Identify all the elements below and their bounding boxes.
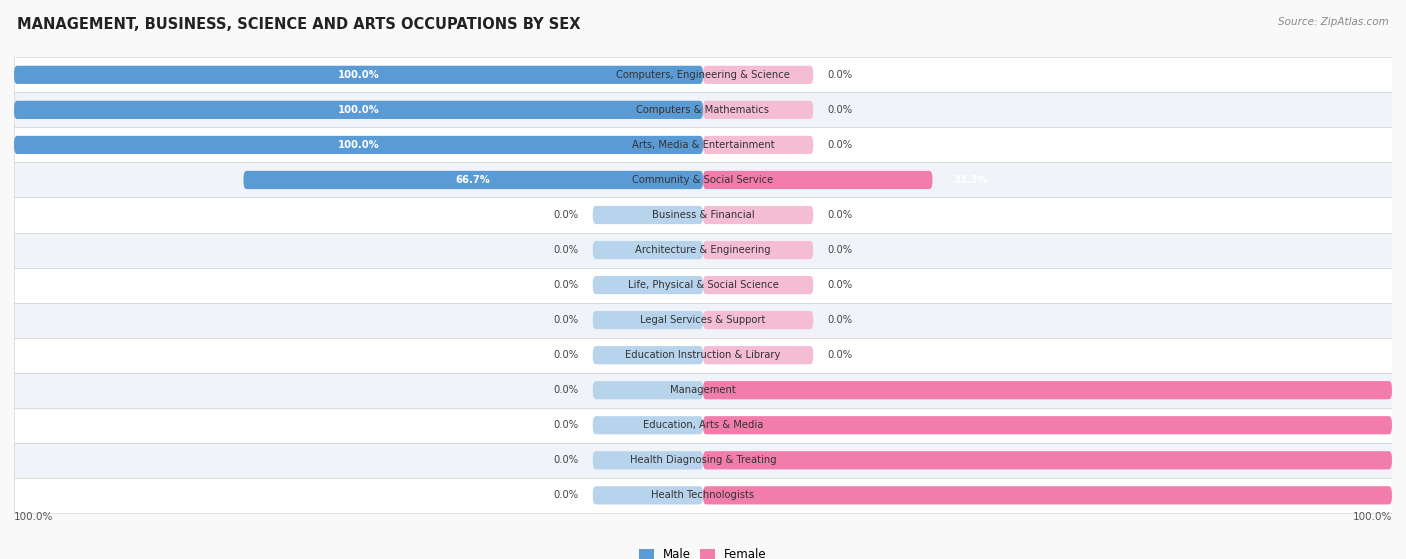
Text: 100.0%: 100.0% <box>337 140 380 150</box>
FancyBboxPatch shape <box>243 171 703 189</box>
Text: Business & Financial: Business & Financial <box>652 210 754 220</box>
FancyBboxPatch shape <box>703 136 813 154</box>
Text: Community & Social Service: Community & Social Service <box>633 175 773 185</box>
FancyBboxPatch shape <box>703 101 813 119</box>
Bar <box>14 92 1392 127</box>
Text: Health Technologists: Health Technologists <box>651 490 755 500</box>
Text: 100.0%: 100.0% <box>337 70 380 80</box>
Text: Computers, Engineering & Science: Computers, Engineering & Science <box>616 70 790 80</box>
Text: 0.0%: 0.0% <box>827 280 852 290</box>
Bar <box>14 302 1392 338</box>
FancyBboxPatch shape <box>593 381 703 399</box>
FancyBboxPatch shape <box>703 206 813 224</box>
Text: 0.0%: 0.0% <box>827 315 852 325</box>
Text: Architecture & Engineering: Architecture & Engineering <box>636 245 770 255</box>
FancyBboxPatch shape <box>593 346 703 364</box>
Text: Arts, Media & Entertainment: Arts, Media & Entertainment <box>631 140 775 150</box>
FancyBboxPatch shape <box>703 451 1392 470</box>
Bar <box>14 338 1392 373</box>
Text: Computers & Mathematics: Computers & Mathematics <box>637 105 769 115</box>
FancyBboxPatch shape <box>593 416 703 434</box>
FancyBboxPatch shape <box>703 486 1392 504</box>
Text: 0.0%: 0.0% <box>554 350 579 360</box>
FancyBboxPatch shape <box>14 136 703 154</box>
Text: 0.0%: 0.0% <box>554 210 579 220</box>
Text: Health Diagnosing & Treating: Health Diagnosing & Treating <box>630 455 776 465</box>
FancyBboxPatch shape <box>593 241 703 259</box>
Text: Life, Physical & Social Science: Life, Physical & Social Science <box>627 280 779 290</box>
FancyBboxPatch shape <box>703 311 813 329</box>
Bar <box>14 163 1392 197</box>
Text: Source: ZipAtlas.com: Source: ZipAtlas.com <box>1278 17 1389 27</box>
Text: Management: Management <box>671 385 735 395</box>
Text: 100.0%: 100.0% <box>1353 512 1392 522</box>
Text: 100.0%: 100.0% <box>337 105 380 115</box>
Text: 0.0%: 0.0% <box>827 70 852 80</box>
Text: MANAGEMENT, BUSINESS, SCIENCE AND ARTS OCCUPATIONS BY SEX: MANAGEMENT, BUSINESS, SCIENCE AND ARTS O… <box>17 17 581 32</box>
Bar <box>14 268 1392 302</box>
Bar <box>14 478 1392 513</box>
Text: 0.0%: 0.0% <box>554 420 579 430</box>
Text: Legal Services & Support: Legal Services & Support <box>640 315 766 325</box>
FancyBboxPatch shape <box>593 311 703 329</box>
Text: 0.0%: 0.0% <box>827 105 852 115</box>
Text: 0.0%: 0.0% <box>827 350 852 360</box>
Text: 0.0%: 0.0% <box>827 210 852 220</box>
Bar <box>14 127 1392 163</box>
FancyBboxPatch shape <box>14 101 703 119</box>
FancyBboxPatch shape <box>703 276 813 294</box>
Text: Education Instruction & Library: Education Instruction & Library <box>626 350 780 360</box>
Text: 0.0%: 0.0% <box>554 455 579 465</box>
Text: 0.0%: 0.0% <box>554 315 579 325</box>
Bar <box>14 58 1392 92</box>
Bar <box>14 408 1392 443</box>
FancyBboxPatch shape <box>703 171 932 189</box>
Bar <box>14 373 1392 408</box>
FancyBboxPatch shape <box>14 66 703 84</box>
Text: 0.0%: 0.0% <box>554 245 579 255</box>
Bar <box>14 443 1392 478</box>
Text: 0.0%: 0.0% <box>554 280 579 290</box>
FancyBboxPatch shape <box>703 66 813 84</box>
Legend: Male, Female: Male, Female <box>640 548 766 559</box>
Text: Education, Arts & Media: Education, Arts & Media <box>643 420 763 430</box>
FancyBboxPatch shape <box>703 381 1392 399</box>
Bar <box>14 233 1392 268</box>
FancyBboxPatch shape <box>703 346 813 364</box>
FancyBboxPatch shape <box>593 206 703 224</box>
FancyBboxPatch shape <box>593 451 703 470</box>
Text: 0.0%: 0.0% <box>827 140 852 150</box>
FancyBboxPatch shape <box>703 416 1392 434</box>
Bar <box>14 197 1392 233</box>
FancyBboxPatch shape <box>593 276 703 294</box>
FancyBboxPatch shape <box>593 486 703 504</box>
Text: 0.0%: 0.0% <box>554 385 579 395</box>
Text: 66.7%: 66.7% <box>456 175 491 185</box>
Text: 0.0%: 0.0% <box>827 245 852 255</box>
Text: 100.0%: 100.0% <box>14 512 53 522</box>
FancyBboxPatch shape <box>703 241 813 259</box>
Text: 0.0%: 0.0% <box>554 490 579 500</box>
Text: 33.3%: 33.3% <box>953 175 987 185</box>
